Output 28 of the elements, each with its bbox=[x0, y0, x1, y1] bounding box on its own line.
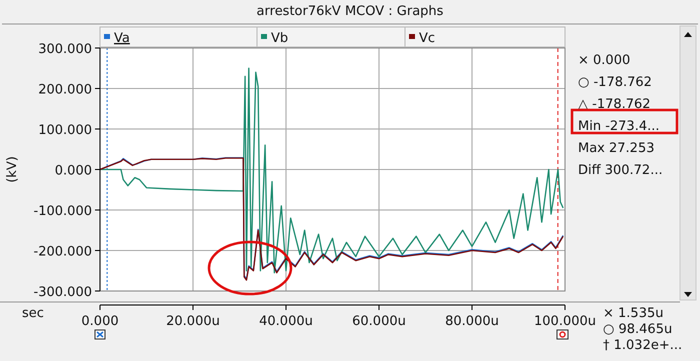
y-tick-label: -200.000 bbox=[34, 244, 92, 260]
y-axis-title: (kV) bbox=[5, 156, 20, 183]
text: Min -273.4... bbox=[578, 119, 660, 134]
text: Max 27.253 bbox=[578, 141, 654, 156]
x-tick-label: 80.000u bbox=[445, 314, 499, 329]
x-tick-label: 20.000u bbox=[166, 314, 220, 329]
text: † 1.032e+... bbox=[603, 338, 682, 353]
y-tick-label: 0.000 bbox=[54, 164, 92, 178]
text: ○ -178.762 bbox=[578, 75, 652, 90]
x-tick-label: 0.000 bbox=[81, 314, 119, 329]
y-tick-label: 200.000 bbox=[38, 82, 92, 98]
text: × 0.000 bbox=[578, 53, 630, 68]
legend-label: Va bbox=[114, 31, 130, 46]
chart-title: arrestor76kV MCOV : Graphs bbox=[256, 4, 444, 19]
y-tick-label: 100.000 bbox=[38, 123, 92, 138]
x-axis-title: sec bbox=[22, 306, 44, 321]
x-tick-label: 100.000u bbox=[534, 314, 596, 329]
y-tick-label: 300.000 bbox=[38, 42, 92, 57]
legend-label: Vb bbox=[271, 31, 288, 46]
y-tick-label: -300.000 bbox=[34, 285, 92, 300]
legend-label: Vc bbox=[419, 31, 436, 46]
x-tick-label: 60.000u bbox=[352, 314, 406, 329]
y-tick-label: -100.000 bbox=[34, 204, 92, 219]
line-series bbox=[100, 68, 564, 274]
text: ○ 98.465u bbox=[603, 322, 672, 337]
x-tick-label: 40.000u bbox=[259, 314, 313, 329]
text: × 1.535u bbox=[603, 306, 664, 321]
text: Diff 300.72... bbox=[578, 163, 663, 178]
